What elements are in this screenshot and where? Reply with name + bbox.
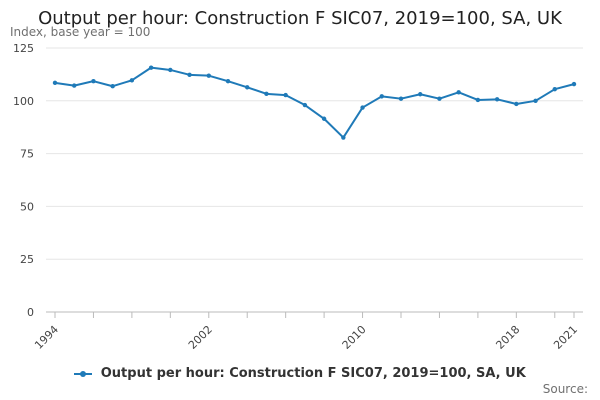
data-point [206, 73, 211, 78]
data-point [475, 97, 481, 103]
data-point [437, 96, 442, 101]
series-line [54, 66, 575, 139]
data-point [129, 78, 135, 83]
data-point [52, 80, 58, 86]
data-point [187, 72, 192, 78]
source-label[interactable]: Source: [542, 382, 588, 396]
y-tick-label: 25 [20, 253, 34, 266]
data-point [168, 67, 173, 73]
legend-label: Output per hour: Construction F SIC07, 2… [100, 366, 526, 381]
data-point [341, 135, 346, 140]
data-point [302, 102, 308, 108]
x-tick-label: 1994 [32, 323, 61, 352]
x-tick-label: 2002 [186, 323, 215, 352]
x-tick-label: 2018 [493, 323, 522, 352]
data-point [514, 101, 519, 107]
data-point [264, 91, 269, 97]
y-tick-label: 0 [27, 306, 34, 319]
legend-line-marker-icon [74, 369, 93, 379]
y-tick-label: 50 [20, 200, 34, 213]
y-tick-label: 125 [13, 42, 34, 55]
y-tick-label: 100 [13, 95, 34, 108]
data-point [456, 90, 461, 95]
x-tick-label: 2021 [551, 323, 580, 352]
data-point [148, 65, 154, 70]
data-point [571, 81, 577, 87]
chart-title: Output per hour: Construction F SIC07, 2… [38, 8, 562, 29]
x-tick-label: 2010 [340, 323, 369, 352]
data-point [91, 78, 96, 84]
data-point [283, 92, 288, 98]
data-point [225, 78, 231, 84]
data-point [533, 98, 538, 104]
data-point [321, 116, 327, 121]
data-point [418, 92, 423, 97]
data-point [379, 94, 384, 99]
data-point [398, 96, 404, 101]
data-point [110, 84, 115, 89]
data-point [552, 86, 557, 92]
legend[interactable]: Output per hour: Construction F SIC07, 2… [0, 366, 600, 381]
chart-subtitle: Index, base year = 100 [10, 25, 151, 39]
data-point [72, 83, 77, 88]
data-point [360, 105, 365, 110]
y-tick-label: 75 [20, 148, 34, 161]
data-point [494, 97, 500, 102]
data-point [245, 85, 250, 90]
